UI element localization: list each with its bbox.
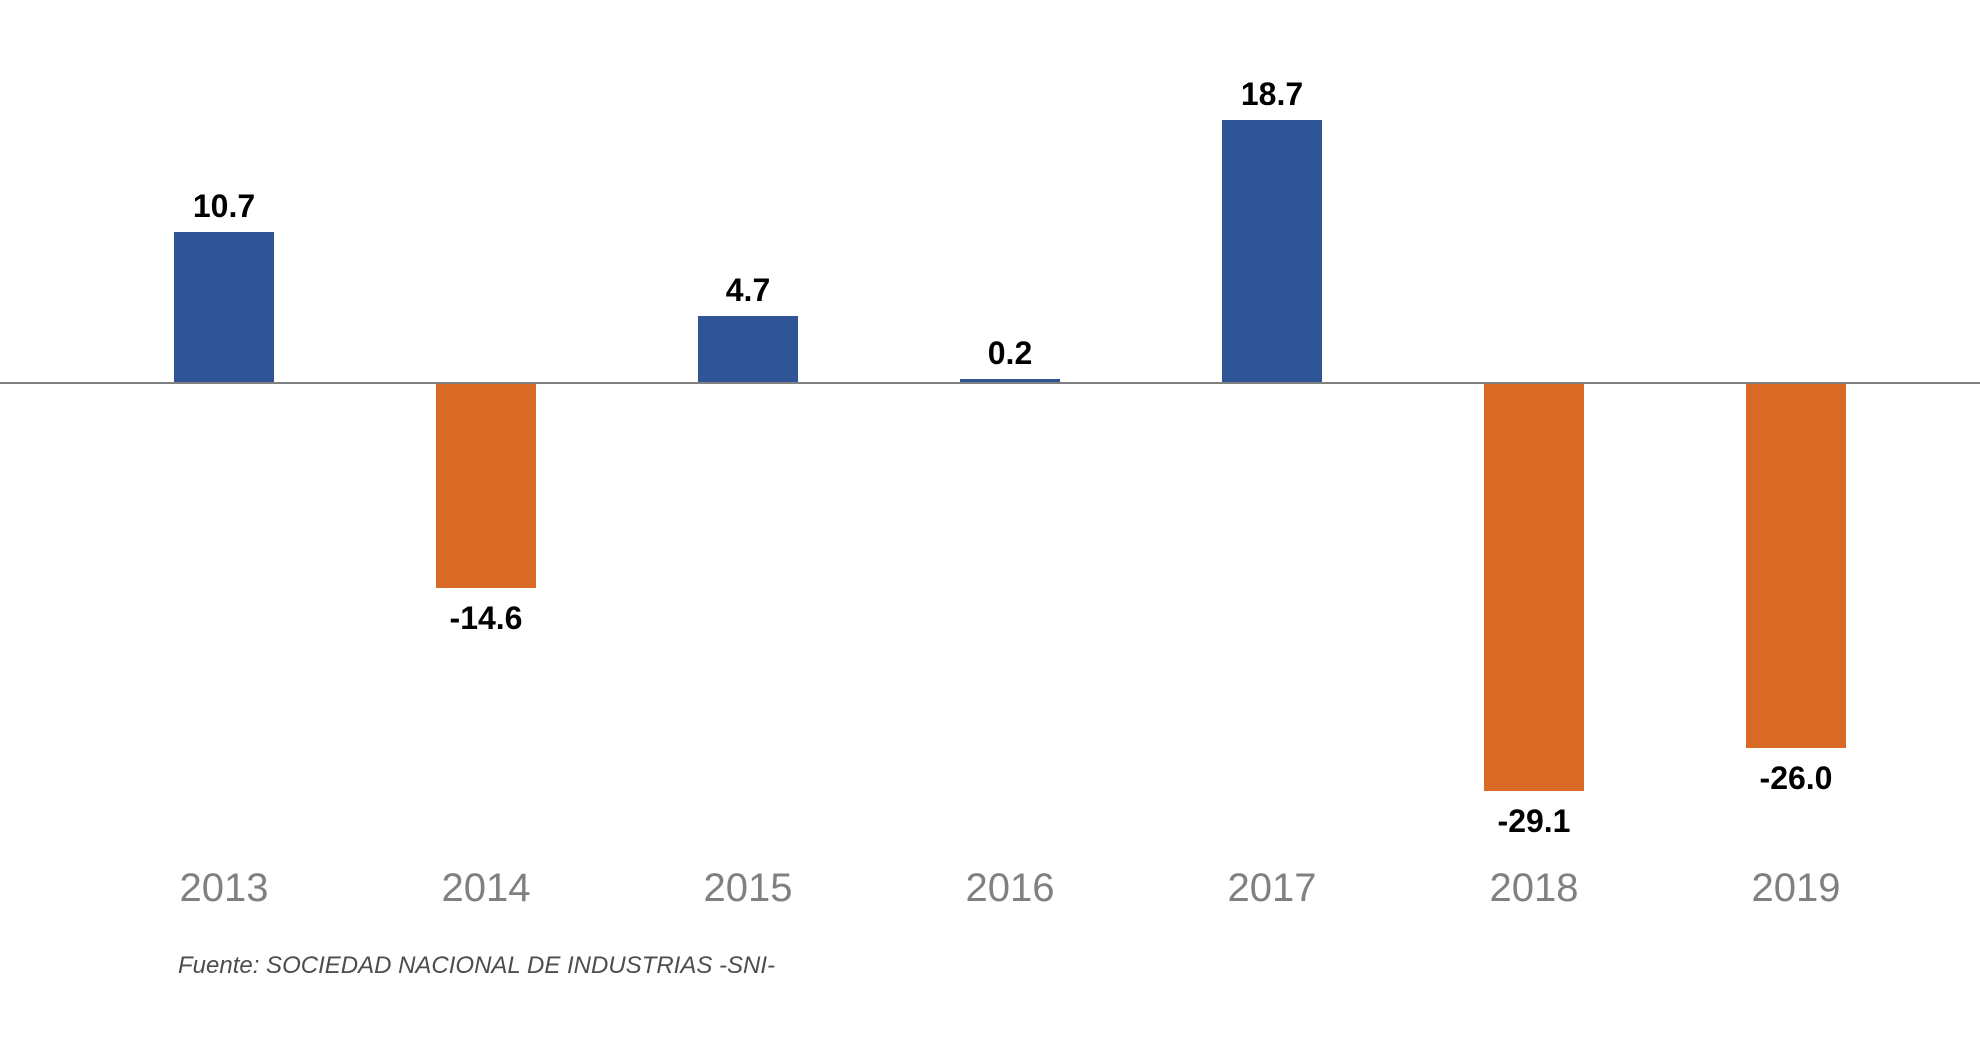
source-text: Fuente: SOCIEDAD NACIONAL DE INDUSTRIAS … xyxy=(178,952,775,980)
category-label-2019: 2019 xyxy=(1752,866,1841,911)
category-label-2014: 2014 xyxy=(442,866,531,911)
value-label-2019: -26.0 xyxy=(1760,760,1833,797)
value-label-2015: 4.7 xyxy=(726,272,770,309)
value-label-2016: 0.2 xyxy=(988,335,1032,372)
category-label-2016: 2016 xyxy=(966,866,1055,911)
category-label-2018: 2018 xyxy=(1490,866,1579,911)
category-label-2015: 2015 xyxy=(704,866,793,911)
value-label-2014: -14.6 xyxy=(450,600,523,637)
bar-2018 xyxy=(1484,384,1584,791)
chart-baseline xyxy=(0,382,1980,384)
bar-chart: 10.7 2013 -14.6 2014 4.7 2015 0.2 2016 18.7 2017 -… xyxy=(0,0,1980,1041)
category-label-2013: 2013 xyxy=(180,866,269,911)
value-label-2017: 18.7 xyxy=(1241,76,1303,113)
bar-2019 xyxy=(1746,384,1846,748)
value-label-2018: -29.1 xyxy=(1498,803,1571,840)
bar-2013 xyxy=(174,232,274,382)
bar-2014 xyxy=(436,384,536,588)
bar-2016 xyxy=(960,379,1060,382)
bar-2017 xyxy=(1222,120,1322,382)
value-label-2013: 10.7 xyxy=(193,188,255,225)
category-label-2017: 2017 xyxy=(1228,866,1317,911)
bar-2015 xyxy=(698,316,798,382)
